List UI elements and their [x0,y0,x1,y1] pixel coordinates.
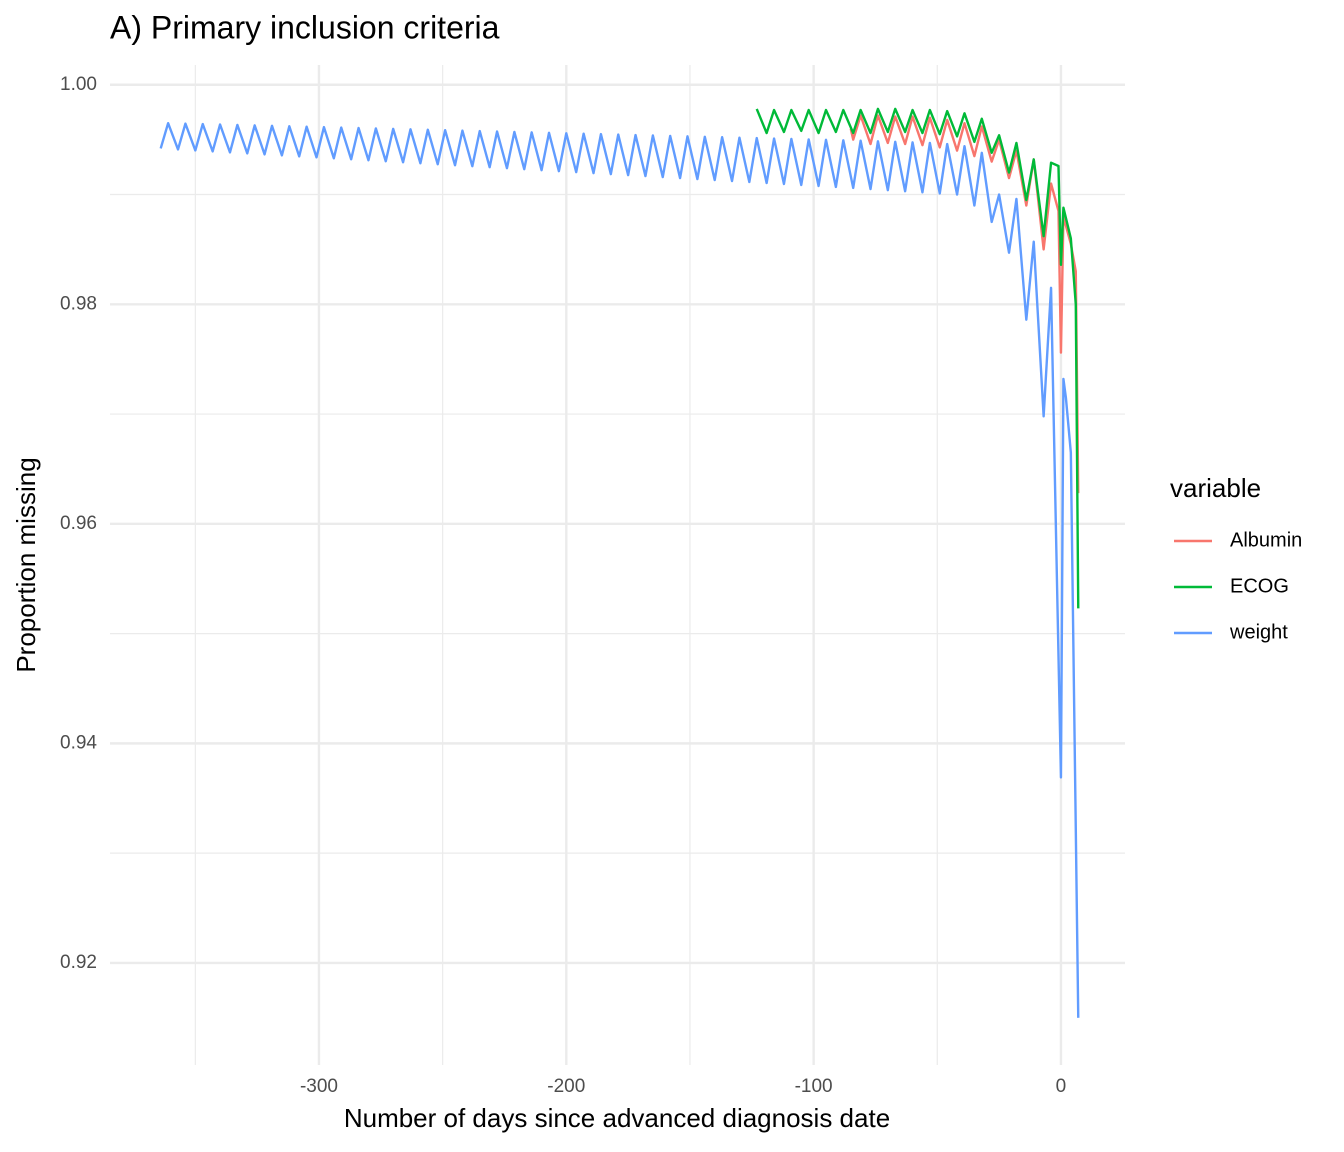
x-tick-label: 0 [1056,1076,1067,1097]
y-axis-title: Proportion missing [11,457,41,672]
chart-title: A) Primary inclusion criteria [110,9,500,45]
y-tick-label: 0.94 [60,732,97,753]
y-tick-label: 1.00 [60,74,97,95]
y-tick-label: 0.98 [60,293,97,314]
legend-label: weight [1229,621,1288,643]
series-line [159,121,1080,1018]
series-line [755,107,1080,609]
x-tick-label: -100 [795,1076,833,1097]
legend-title: variable [1170,473,1261,503]
y-tick-label: 0.92 [60,952,97,973]
grid [110,65,1125,1065]
x-tick-label: -300 [300,1076,338,1097]
y-tick-label: 0.96 [60,513,97,534]
x-tick-label: -200 [547,1076,585,1097]
legend-label: Albumin [1230,529,1302,551]
legend-label: ECOG [1230,575,1289,597]
x-axis-title: Number of days since advanced diagnosis … [344,1103,890,1133]
